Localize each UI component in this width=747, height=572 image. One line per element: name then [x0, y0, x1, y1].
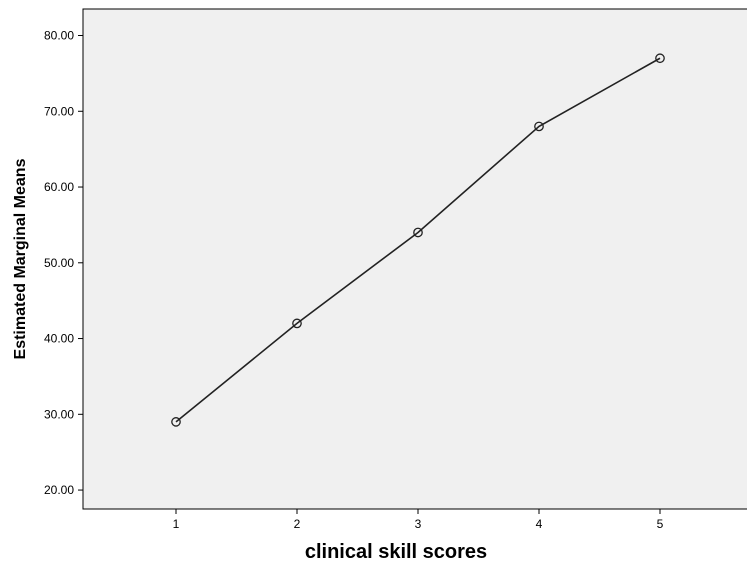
data-point: [171, 417, 181, 427]
y-tick-label: 20.00: [44, 483, 74, 497]
data-point: [534, 121, 544, 132]
y-tick-label: 80.00: [44, 29, 74, 43]
y-tick-label: 30.00: [44, 407, 74, 421]
y-tick-label: 50.00: [44, 256, 74, 270]
y-tick-label: 40.00: [44, 332, 74, 346]
series-layer: [171, 53, 665, 427]
x-tick-label: 2: [294, 517, 301, 531]
y-tick-label: 70.00: [44, 104, 74, 118]
x-axis-title: clinical skill scores: [305, 541, 487, 563]
x-tick-label: 5: [657, 517, 664, 531]
y-axis: 20.00 30.00 40.00 50.00 60.00 70.00 80.00: [44, 29, 83, 497]
data-point: [655, 53, 665, 64]
data-point: [413, 227, 423, 238]
y-axis-title: Estimated Marginal Means: [12, 158, 29, 359]
plot-area: [82, 8, 747, 510]
x-tick-label: 3: [415, 517, 422, 531]
x-tick-label: 4: [536, 517, 543, 531]
x-axis: 1 2 3 4 5: [173, 509, 664, 531]
series-line: [175, 57, 661, 423]
y-tick-label: 60.00: [44, 180, 74, 194]
data-point: [292, 318, 302, 329]
x-tick-label: 1: [173, 517, 180, 531]
